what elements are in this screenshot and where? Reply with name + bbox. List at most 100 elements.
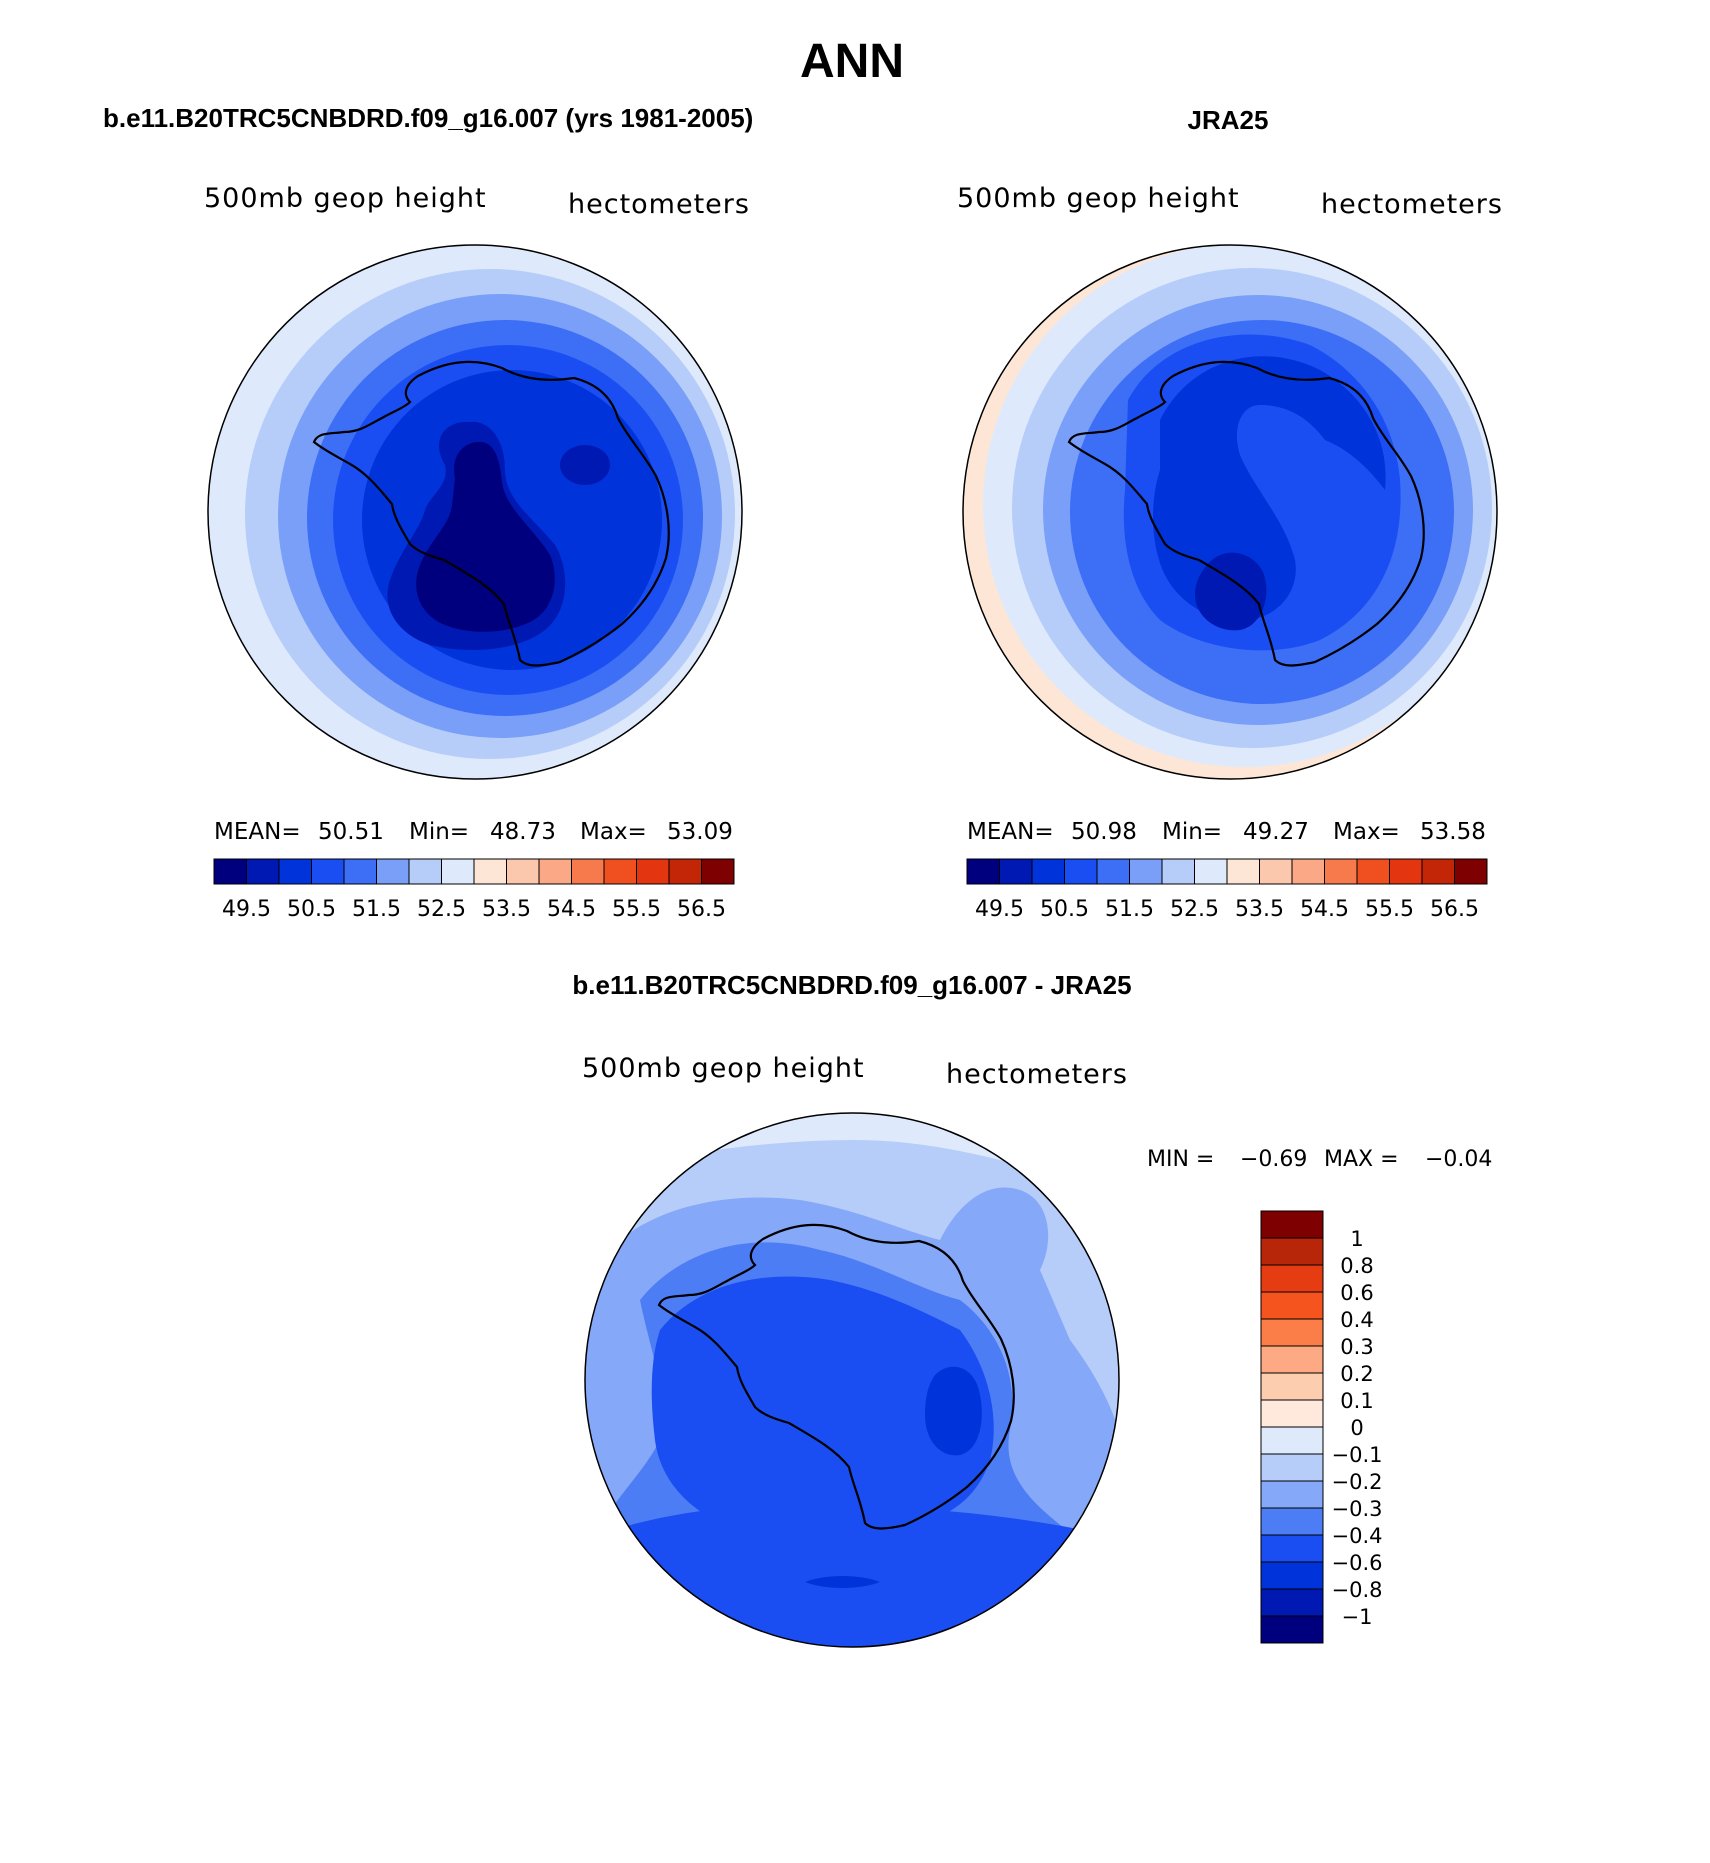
colorbar-swatch	[1129, 858, 1163, 885]
colorbar-tick-label: 53.5	[1235, 897, 1284, 922]
colorbar-swatch	[538, 858, 572, 885]
colorbar-tick-label: 55.5	[612, 897, 661, 922]
colorbar-tick-label: 0.8	[1340, 1254, 1373, 1278]
variable-label: 500mb geop height	[204, 183, 487, 214]
colorbar-swatch	[1260, 1615, 1324, 1644]
colorbar-swatch	[1194, 858, 1228, 885]
colorbar-swatch	[213, 858, 247, 885]
panel-diff: b.e11.B20TRC5CNBDRD.f09_g16.007 - JRA25 …	[572, 970, 1492, 1648]
colorbar-labels: 49.5 50.5 51.5 52.5 53.5 54.5 55.5 56.5	[222, 897, 726, 922]
colorbar-swatch	[1324, 858, 1358, 885]
colorbar-tick-label: 0.2	[1340, 1362, 1373, 1386]
variable-label: 500mb geop height	[582, 1053, 865, 1084]
colorbar-swatch	[1260, 1453, 1324, 1482]
colorbar-swatch	[1260, 1291, 1324, 1320]
mean-label: MEAN=	[967, 819, 1054, 845]
colorbar-tick-label: −0.1	[1332, 1443, 1383, 1467]
map-border	[207, 244, 743, 780]
colorbar-tick-label: −0.4	[1332, 1524, 1383, 1548]
colorbar-swatch	[1260, 1372, 1324, 1401]
colorbar-tick-label: 1	[1350, 1227, 1363, 1251]
panel-obs: 500mb geop height hectometers MEAN= 50.9…	[957, 183, 1502, 922]
colorbar-swatch	[473, 858, 507, 885]
colorbar-tick-label: 0	[1350, 1416, 1363, 1440]
colorbar-swatch	[1260, 1318, 1324, 1347]
colorbar-swatch	[1259, 858, 1293, 885]
min-value: 48.73	[490, 819, 556, 845]
diff-min-value: −0.69	[1240, 1147, 1307, 1172]
colorbar-swatch	[1161, 858, 1195, 885]
variable-label: 500mb geop height	[957, 183, 1240, 214]
colorbar-tick-label: 0.6	[1340, 1281, 1373, 1305]
colorbar-tick-label: 52.5	[1170, 897, 1219, 922]
colorbar-swatch	[1260, 1588, 1324, 1617]
colorbar-tick-label: 55.5	[1365, 897, 1414, 922]
colorbar-tick-label: 54.5	[1300, 897, 1349, 922]
colorbar-tick-label: −0.8	[1332, 1578, 1383, 1602]
diff-min-label: MIN =	[1147, 1147, 1214, 1172]
colorbar-labels: 49.5 50.5 51.5 52.5 53.5 54.5 55.5 56.5	[975, 897, 1479, 922]
min-label: Min=	[1162, 819, 1222, 845]
colorbar-swatch	[1260, 1561, 1324, 1590]
colorbar-swatch	[441, 858, 475, 885]
polar-map	[208, 245, 742, 779]
panel2-title: JRA25	[1188, 105, 1269, 135]
colorbar-tick-label: 56.5	[677, 897, 726, 922]
colorbar-swatch	[603, 858, 637, 885]
colorbar-swatch	[506, 858, 540, 885]
colorbar	[966, 858, 1488, 885]
max-label: Max=	[1333, 819, 1400, 845]
colorbar-swatch	[1031, 858, 1065, 885]
max-value: 53.09	[667, 819, 733, 845]
colorbar-swatch	[1260, 1237, 1324, 1266]
colorbar-tick-label: 51.5	[1105, 897, 1154, 922]
colorbar-swatch	[1260, 1507, 1324, 1536]
polar-map	[585, 1113, 1119, 1647]
colorbar-swatch	[1454, 858, 1488, 885]
colorbar-swatch	[701, 858, 735, 885]
colorbar-swatch	[1291, 858, 1325, 885]
colorbar	[213, 858, 735, 885]
mean-value: 50.98	[1071, 819, 1137, 845]
colorbar-swatch	[1096, 858, 1130, 885]
colorbar-tick-label: 53.5	[482, 897, 531, 922]
colorbar-tick-label: 52.5	[417, 897, 466, 922]
min-label: Min=	[409, 819, 469, 845]
colorbar-tick-label: 56.5	[1430, 897, 1479, 922]
colorbar-tick-label: 51.5	[352, 897, 401, 922]
map-border	[962, 244, 1498, 780]
mean-label: MEAN=	[214, 819, 301, 845]
colorbar-swatch	[1260, 1426, 1324, 1455]
polar-map	[963, 245, 1497, 779]
colorbar-swatch	[1226, 858, 1260, 885]
colorbar-tick-label: −0.2	[1332, 1470, 1383, 1494]
colorbar-swatch	[1260, 1534, 1324, 1563]
colorbar-swatch	[1260, 1345, 1324, 1374]
max-value: 53.58	[1420, 819, 1486, 845]
colorbar-swatch	[343, 858, 377, 885]
colorbar-swatch	[999, 858, 1033, 885]
colorbar-swatch	[636, 858, 670, 885]
units-label: hectometers	[946, 1059, 1128, 1090]
colorbar-swatch	[1421, 858, 1455, 885]
colorbar-tick-label: −1	[1342, 1605, 1373, 1629]
diff-title: b.e11.B20TRC5CNBDRD.f09_g16.007 - JRA25	[572, 970, 1131, 1000]
diff-max-label: MAX =	[1324, 1147, 1399, 1172]
colorbar-tick-label: 0.4	[1340, 1308, 1373, 1332]
colorbar-swatch	[571, 858, 605, 885]
colorbar-tick-label: 50.5	[1040, 897, 1089, 922]
colorbar-tick-label: 0.3	[1340, 1335, 1373, 1359]
colorbar-swatch	[311, 858, 345, 885]
colorbar-swatch	[376, 858, 410, 885]
colorbar-swatch	[408, 858, 442, 885]
min-value: 49.27	[1243, 819, 1309, 845]
colorbar-tick-label: 49.5	[975, 897, 1024, 922]
colorbar-tick-label: 49.5	[222, 897, 271, 922]
units-label: hectometers	[568, 189, 750, 220]
colorbar-swatch	[1064, 858, 1098, 885]
figure-title: ANN	[800, 35, 904, 88]
colorbar-tick-label: 0.1	[1340, 1389, 1373, 1413]
colorbar-swatch	[668, 858, 702, 885]
colorbar-swatch	[966, 858, 1000, 885]
